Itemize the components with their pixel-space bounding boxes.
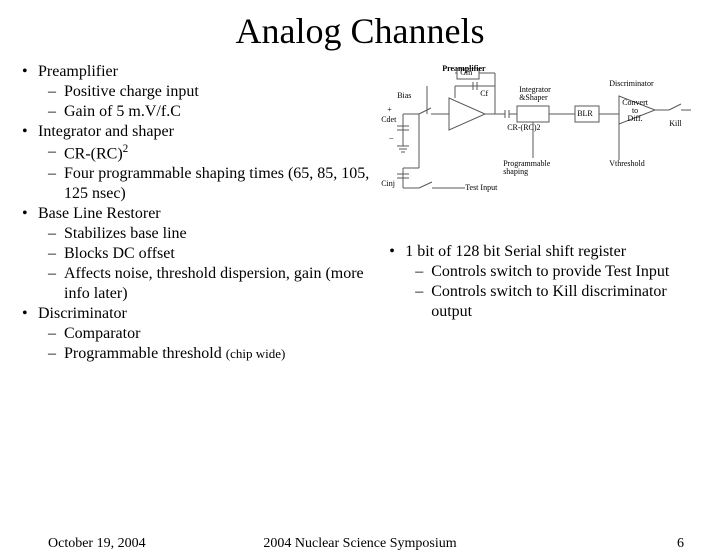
diagram-label-cf: Cf <box>480 90 488 98</box>
diagram-label-cinj: Cinj <box>381 180 395 188</box>
footer-conference: 2004 Nuclear Science Symposium <box>0 536 720 552</box>
list-item: Comparator <box>20 324 387 344</box>
diagram-label-cdet: Cdet <box>381 116 396 124</box>
list-item: CR-(RC)2 <box>20 142 387 164</box>
list-item: Discriminator <box>20 304 387 324</box>
diagram-label-test: Test Input <box>465 184 497 192</box>
diagram-label-gm: Gm <box>460 69 472 77</box>
list-item: Preamplifier <box>20 62 387 82</box>
list-item: Four programmable shaping times (65, 85,… <box>20 164 387 204</box>
list-item: Positive charge input <box>20 82 387 102</box>
diagram-label-vth: Vthreshold <box>609 160 645 168</box>
list-item: Base Line Restorer <box>20 204 387 224</box>
analog-channel-diagram: Bias + – Preamplifier Gm Cf Cdet Cinj Te… <box>387 68 697 218</box>
diagram-label-bias: Bias <box>397 92 411 100</box>
list-item: Controls switch to Kill discriminator ou… <box>387 282 700 322</box>
list-item: Affects noise, threshold dispersion, gai… <box>20 264 387 304</box>
left-bullet-column: PreamplifierPositive charge inputGain of… <box>20 62 387 364</box>
diagram-label-disc: Discriminator <box>609 80 653 88</box>
list-item: Controls switch to provide Test Input <box>387 262 700 282</box>
list-item: Stabilizes base line <box>20 224 387 244</box>
diagram-label-blr: BLR <box>577 110 593 118</box>
list-item: Gain of 5 m.V/f.C <box>20 102 387 122</box>
diagram-label-prog: Programmable shaping <box>503 160 550 176</box>
diagram-label-kill: Kill <box>669 120 681 128</box>
list-item: Integrator and shaper <box>20 122 387 142</box>
diagram-label-convert: Convert to Diff. <box>622 99 648 123</box>
list-item: Programmable threshold (chip wide) <box>20 344 387 364</box>
diagram-label-crrc: CR-(RC)2 <box>507 124 540 132</box>
list-item: 1 bit of 128 bit Serial shift register <box>387 242 700 262</box>
diagram-label-intshaper: Integrator &Shaper <box>519 86 551 102</box>
right-bullet-column: 1 bit of 128 bit Serial shift registerCo… <box>387 242 700 322</box>
footer-page-number: 6 <box>677 536 684 552</box>
list-item: Blocks DC offset <box>20 244 387 264</box>
slide-title: Analog Channels <box>0 10 720 52</box>
